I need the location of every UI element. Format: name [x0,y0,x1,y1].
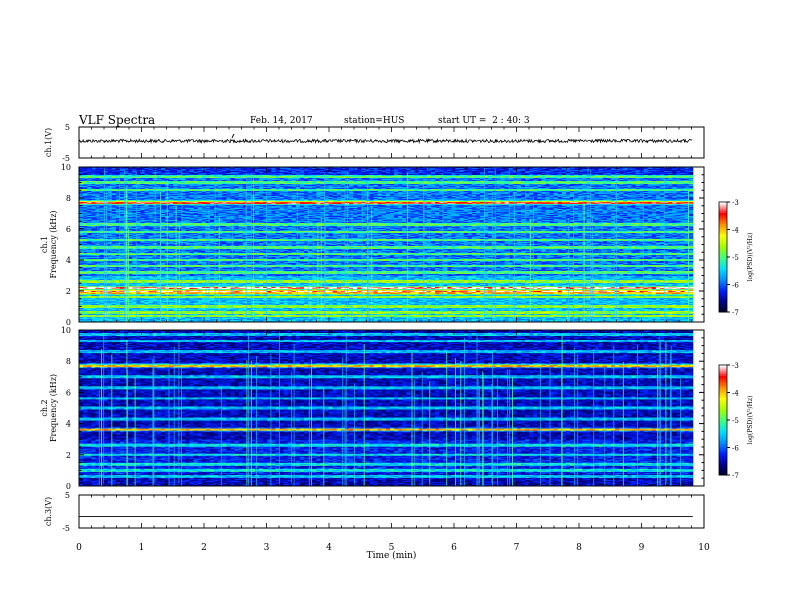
ch1-spectrogram-ylabel: Frequency (kHz) [49,210,58,278]
ytick-label: 8 [66,194,71,203]
xtick-label: 7 [514,543,520,553]
xaxis-label: Time (min) [367,550,417,561]
xtick-label: 1 [139,543,145,553]
colorbar-tick-label: -4 [732,227,739,235]
ch2-spectrogram-ylabel: Frequency (kHz) [49,374,58,442]
colorbar-tick-label: -5 [732,254,739,262]
ch1-spectrogram-ylabel-channel: ch.1 [40,236,49,253]
colorbar-tick-label: -3 [732,362,739,370]
ch2-spectrogram-colorbar [719,365,727,476]
colorbar-tick-label: -6 [732,282,739,290]
colorbar-tick-label: -5 [732,417,739,425]
ch1-spectrogram-image [79,167,704,322]
ytick-label: 8 [66,357,71,366]
ch1-waveform-ylabel: ch.1(V) [44,128,53,157]
xtick-label: 0 [76,543,82,553]
ytick-label: 10 [61,163,71,172]
ch3-waveform-ylabel: ch.3(V) [44,497,53,526]
ytick-label: 10 [61,326,71,335]
ch2-spectrogram-ylabel-channel: ch.2 [40,399,49,416]
xtick-label: 4 [326,543,332,553]
colorbar-tick-label: -3 [732,199,739,207]
ytick-label: 4 [66,256,71,265]
ch2-spectrogram-image [79,330,704,486]
ytick-label: 4 [66,420,71,429]
xtick-label: 10 [698,543,710,553]
xtick-label: 2 [201,543,207,553]
ytick-label: 6 [66,225,71,234]
colorbar-tick-label: -7 [732,309,739,317]
ytick-label: 5 [65,123,70,132]
ch1-waveform-trace [79,139,692,142]
xtick-label: 8 [576,543,582,553]
ch1-spectrogram-colorbar [719,202,727,313]
ytick-label: -5 [62,524,70,533]
xtick-label: 6 [451,543,457,553]
colorbar-tick-label: -7 [732,472,739,480]
spike-mark [232,134,234,138]
colorbar-label: log(PSD)(V²/Hz) [747,233,754,282]
ytick-label: 0 [66,482,71,491]
colorbar-label: log(PSD)(V²/Hz) [747,396,754,445]
colorbar-tick-label: -4 [732,390,739,398]
ytick-label: 2 [66,451,71,460]
colorbar-tick-label: -6 [732,445,739,453]
xtick-label: 3 [264,543,270,553]
xtick-label: 9 [639,543,645,553]
ytick-label: 6 [66,388,71,397]
ytick-label: 5 [65,491,70,500]
ytick-label: -5 [62,154,70,163]
ytick-label: 2 [66,287,71,296]
